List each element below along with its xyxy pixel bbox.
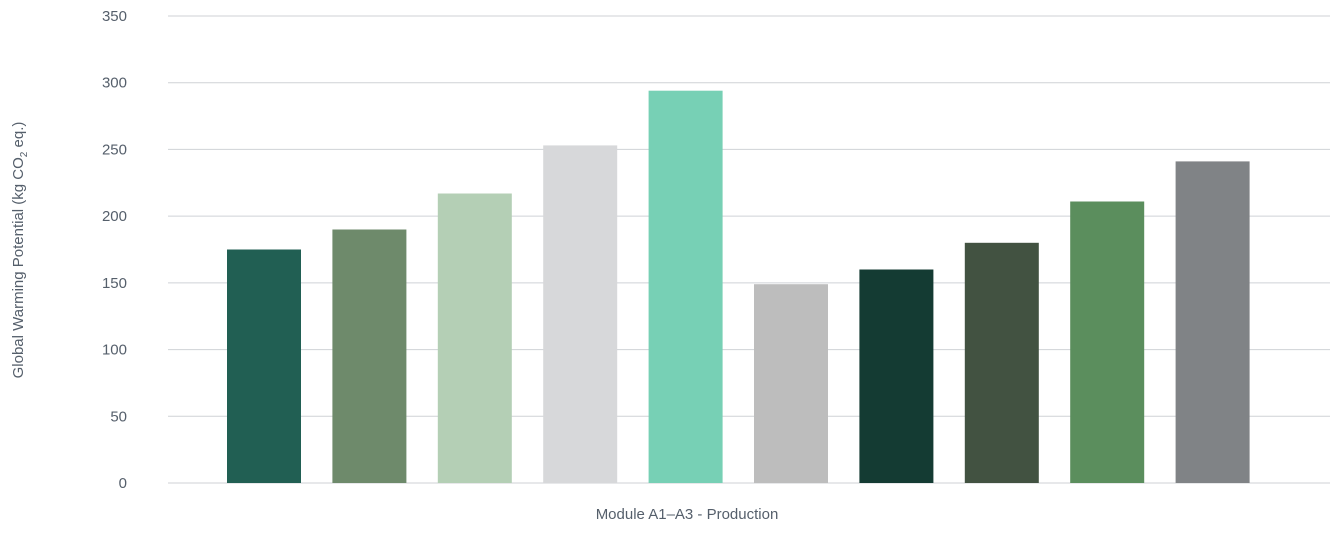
y-axis-title-subscript: 2: [19, 151, 30, 157]
bar: [648, 90, 723, 483]
y-axis-ticks: 0 50 100 150 200 250 300 350: [102, 8, 127, 492]
bar: [754, 284, 828, 483]
y-tick-label: 50: [110, 408, 127, 425]
bar: [437, 193, 512, 483]
y-tick-label: 100: [102, 342, 127, 359]
bar: [1175, 161, 1250, 483]
bar: [543, 145, 618, 483]
bar: [332, 229, 407, 483]
y-tick-label: 300: [102, 75, 127, 92]
y-tick-label: 0: [119, 475, 127, 492]
y-tick-label: 150: [102, 275, 127, 292]
y-axis-title: Global Warming Potential (kg CO2 eq.): [10, 122, 30, 379]
y-tick-label: 350: [102, 8, 127, 25]
bar: [859, 269, 934, 483]
bar: [1070, 201, 1145, 483]
x-axis-title: Module A1–A3 - Production: [596, 506, 779, 523]
bars: [227, 90, 1250, 483]
y-tick-label: 200: [102, 208, 127, 225]
y-axis-title-prefix: Global Warming Potential (kg CO: [10, 157, 27, 378]
bar: [227, 249, 301, 483]
y-tick-label: 250: [102, 141, 127, 158]
y-axis-title-suffix: eq.): [10, 122, 27, 152]
bar: [964, 242, 1039, 483]
